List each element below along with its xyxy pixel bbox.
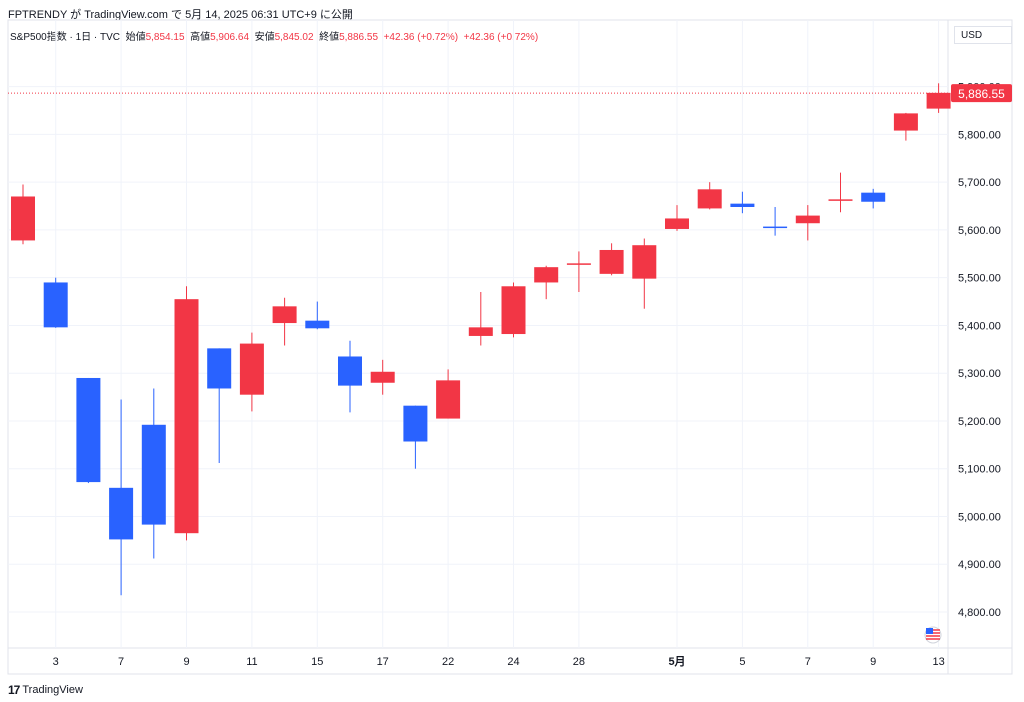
candle-body[interactable] <box>305 320 330 329</box>
candle-body[interactable] <box>926 92 951 109</box>
candle-body[interactable] <box>43 282 68 328</box>
candle-body[interactable] <box>370 371 395 383</box>
candle-body[interactable] <box>11 196 35 241</box>
us-flag-canton <box>926 628 933 634</box>
publish-attribution: FPTRENDY が TradingView.com で 5月 14, 2025… <box>8 9 353 21</box>
tradingview-brand: TradingView <box>22 684 83 696</box>
x-tick-label: 22 <box>442 656 454 668</box>
x-tick-label: 7 <box>118 656 124 668</box>
x-tick-label: 5月 <box>668 655 685 668</box>
candle-body[interactable] <box>338 356 362 386</box>
candle-body[interactable] <box>403 405 428 442</box>
y-tick-label: 5,100.00 <box>958 464 1001 476</box>
x-tick-label: 28 <box>573 656 585 668</box>
candle-body[interactable] <box>665 218 689 229</box>
low-value: 5,845.02 <box>274 32 314 43</box>
symbol-label[interactable]: S&P500指数 · 1日 · TVC <box>10 32 121 43</box>
y-tick-label: 5,500.00 <box>958 273 1001 285</box>
high-label: 高値 <box>190 32 211 43</box>
candle-body[interactable] <box>763 226 788 229</box>
ohlc-legend: S&P500指数 · 1日 · TVC 始値5,854.15 高値5,906.6… <box>10 28 538 43</box>
chart-border <box>7 19 1013 675</box>
candle-body[interactable] <box>468 327 493 336</box>
y-tick-label: 5,800.00 <box>958 129 1001 141</box>
candle-body[interactable] <box>599 249 624 274</box>
change-value: +42.36 (+0.72%) <box>383 32 459 43</box>
last-price-badge <box>951 84 1012 103</box>
open-value: 5,854.15 <box>145 32 185 43</box>
candle-body[interactable] <box>534 267 559 283</box>
candle-body[interactable] <box>566 263 591 265</box>
y-tick-label: 4,800.00 <box>958 607 1001 619</box>
y-tick-label: 5,200.00 <box>958 416 1001 428</box>
x-tick-label: 11 <box>246 656 257 668</box>
candle-body[interactable] <box>632 245 657 279</box>
candle-body[interactable] <box>436 380 461 419</box>
candle-body[interactable] <box>272 306 297 324</box>
tradingview-logo-icon: 17 <box>8 683 20 697</box>
x-tick-label: 9 <box>183 656 189 668</box>
candle-body[interactable] <box>501 286 526 335</box>
candle-body[interactable] <box>795 215 820 224</box>
x-tick-label: 7 <box>805 656 811 668</box>
x-tick-label: 17 <box>377 656 389 668</box>
x-tick-label: 13 <box>932 656 944 668</box>
high-value: 5,906.64 <box>210 32 250 43</box>
candle-body[interactable] <box>109 487 134 540</box>
open-label: 始値 <box>125 32 146 43</box>
last-price-label: 5,886.55 <box>958 87 1005 101</box>
candle-body[interactable] <box>697 189 722 209</box>
candle-body[interactable] <box>76 377 101 483</box>
currency-selector[interactable]: USD <box>954 26 1012 44</box>
x-tick-label: 15 <box>311 656 323 668</box>
candle-body[interactable] <box>861 192 886 202</box>
candle-body[interactable] <box>239 343 264 395</box>
y-tick-label: 4,900.00 <box>958 559 1001 571</box>
candle-body[interactable] <box>141 424 166 525</box>
x-tick-label: 9 <box>870 656 876 668</box>
candle-body[interactable] <box>207 348 232 389</box>
x-tick-label: 24 <box>507 656 519 668</box>
y-tick-label: 5,000.00 <box>958 511 1001 523</box>
y-tick-label: 5,300.00 <box>958 368 1001 380</box>
close-value: 5,886.55 <box>339 32 379 43</box>
candle-body[interactable] <box>174 299 199 534</box>
y-tick-label: 5,600.00 <box>958 225 1001 237</box>
candle-body[interactable] <box>828 199 853 201</box>
candle-body[interactable] <box>893 113 918 131</box>
x-tick-label: 3 <box>53 656 59 668</box>
low-label: 安値 <box>254 32 275 43</box>
y-tick-label: 5,700.00 <box>958 177 1001 189</box>
y-tick-label: 5,400.00 <box>958 320 1001 332</box>
close-label: 終値 <box>319 32 340 43</box>
tradingview-footer[interactable]: 17 TradingView <box>8 683 83 697</box>
candle-body[interactable] <box>730 203 755 207</box>
x-tick-label: 5 <box>739 656 745 668</box>
change-value-2: +42.36 (+0.72%) <box>463 32 539 43</box>
